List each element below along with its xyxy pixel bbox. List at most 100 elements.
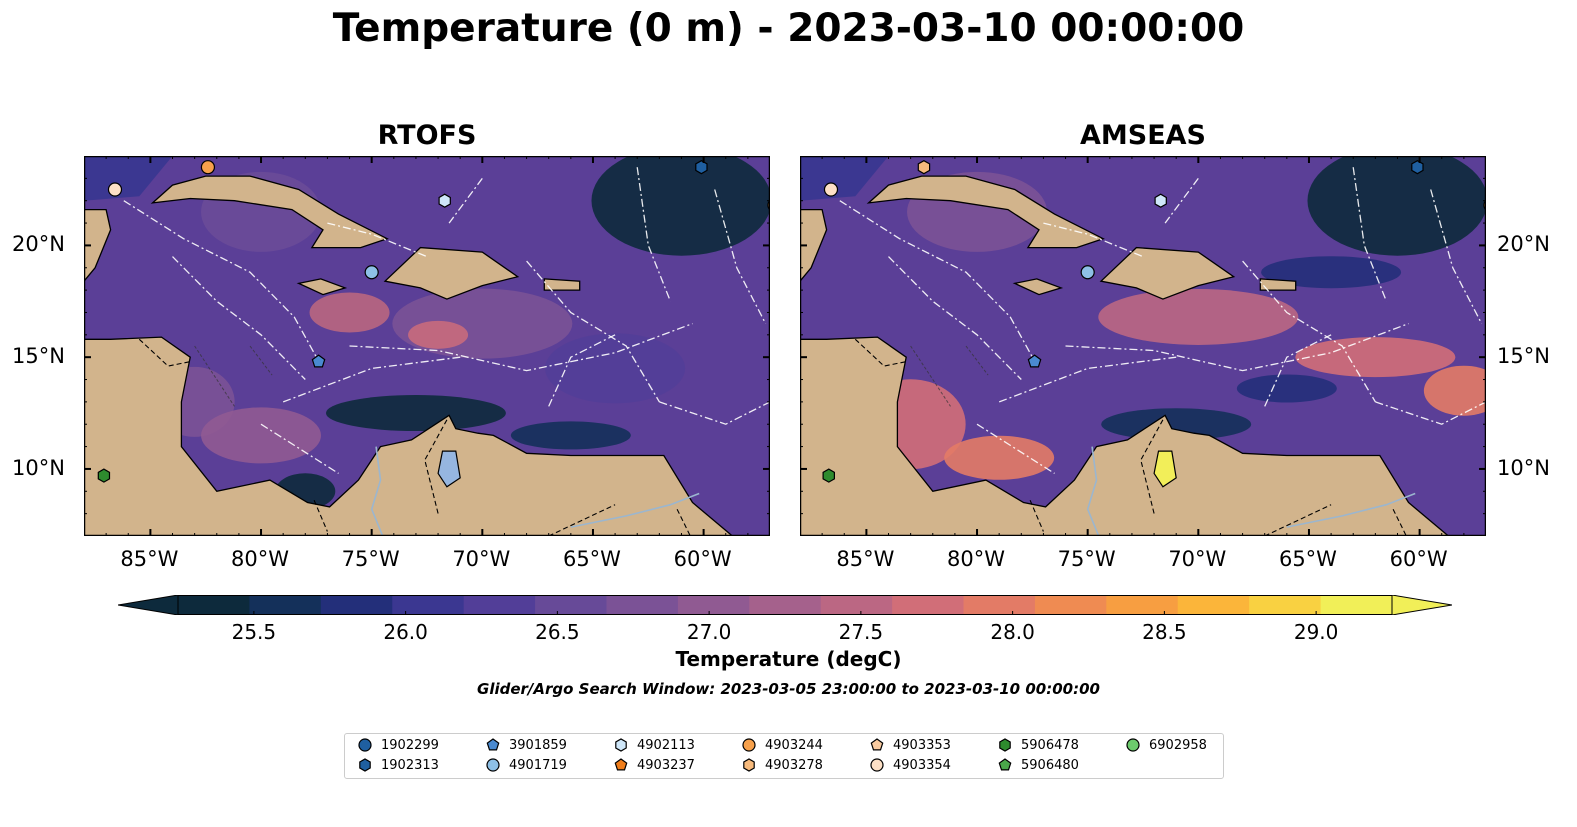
float-marker-3901859[interactable] (1027, 354, 1042, 368)
colorbar-outline (177, 595, 1393, 615)
country-border (676, 508, 691, 536)
colorbar-bin (606, 595, 679, 615)
colorbar-bin (392, 595, 465, 615)
sst-field-patch (591, 156, 770, 256)
float-marker-1902313[interactable] (695, 160, 708, 175)
colorbar-bin (249, 595, 322, 615)
eez-boundary (839, 200, 1033, 358)
legend-label: 1902313 (381, 757, 439, 773)
landmass (1012, 278, 1064, 296)
colorbar-bin (535, 595, 608, 615)
lake-maracaibo (1153, 450, 1177, 488)
river (1086, 446, 1100, 536)
country-border (424, 419, 448, 514)
colorbar-bin (892, 595, 965, 615)
legend-label: 5906480 (1021, 757, 1079, 773)
legend-marker-hexagon[interactable] (999, 738, 1011, 752)
map-frame (800, 156, 1486, 536)
search-window-text: Glider/Argo Search Window: 2023-03-05 23… (477, 680, 1100, 698)
legend-marker-pentagon[interactable] (486, 738, 500, 751)
map-rtofs[interactable] (84, 156, 770, 536)
legend-item: 4903237 (613, 756, 695, 774)
colorbar-bin (1106, 595, 1179, 615)
float-marker-5906478[interactable] (822, 468, 836, 483)
colorbar-bin (963, 595, 1036, 615)
sst-field-patch (510, 421, 631, 450)
lon-label: 60°W (1389, 547, 1448, 571)
eez-boundary (659, 401, 770, 425)
eez-boundary (123, 200, 317, 358)
yucatan-landmass (800, 208, 828, 283)
float-marker-5906478[interactable] (97, 468, 111, 483)
float-marker-4901719[interactable] (364, 265, 379, 280)
colorbar-tick-label: 28.0 (990, 620, 1035, 644)
legend-item: 4903354 (869, 756, 951, 774)
eez-boundary (327, 222, 428, 258)
lat-label: 20°N (1497, 232, 1550, 257)
colorbar-bin (1320, 595, 1393, 615)
lon-label: 70°W (452, 547, 511, 571)
legend-label: 1902299 (381, 737, 439, 753)
legend-label: 4903353 (893, 737, 951, 753)
depth-contour (910, 345, 951, 407)
legend-marker-hexagon[interactable] (615, 738, 627, 752)
lon-label: 80°W (947, 547, 1006, 571)
landmass (1259, 278, 1297, 291)
country-border (1392, 508, 1407, 536)
eez-boundary (636, 167, 672, 302)
legend-marker-circle[interactable] (486, 758, 500, 772)
panel-title-rtofs: RTOFS (377, 120, 477, 151)
river (1286, 492, 1416, 528)
sst-field-patch (325, 395, 506, 432)
depth-contour (194, 345, 235, 407)
legend-item: 1902313 (357, 756, 439, 774)
float-marker-4903354[interactable] (823, 182, 839, 197)
float-marker-4901719[interactable] (1080, 265, 1095, 280)
legend-marker-circle[interactable] (1126, 738, 1140, 752)
legend-marker-circle[interactable] (870, 758, 884, 772)
map-amseas[interactable] (800, 156, 1486, 536)
legend-marker-pentagon[interactable] (998, 758, 1012, 771)
colorbar-tick-label: 26.0 (383, 620, 428, 644)
sst-field-patch (392, 288, 573, 359)
eez-boundary (260, 423, 339, 474)
lat-label: 10°N (12, 455, 65, 480)
colorbar-bin (749, 595, 822, 615)
sst-field-patch (1236, 374, 1337, 403)
lat-label: 20°N (12, 232, 65, 257)
legend-label: 4903278 (765, 757, 823, 773)
legend-marker-hexagon[interactable] (743, 758, 755, 772)
lat-label: 15°N (12, 344, 65, 369)
legend-label: 3901859 (509, 737, 567, 753)
colorbar-bin (1034, 595, 1107, 615)
landmass (800, 156, 1450, 536)
lake-maracaibo (437, 450, 461, 488)
float-marker-4903354[interactable] (107, 182, 123, 197)
legend-marker-pentagon[interactable] (614, 758, 628, 771)
float-marker-4902113[interactable] (438, 193, 451, 208)
lon-label: 85°W (836, 547, 895, 571)
legend-marker-circle[interactable] (358, 738, 372, 752)
eez-boundary (714, 189, 767, 324)
gulf-water (84, 156, 173, 201)
landmass (1099, 246, 1236, 300)
legend-label: 4903354 (893, 757, 951, 773)
legend-label: 6902958 (1149, 737, 1207, 753)
eez-boundary (1264, 334, 1332, 407)
legend-marker-pentagon[interactable] (870, 738, 884, 751)
legend-marker-circle[interactable] (742, 738, 756, 752)
landmass (543, 278, 581, 291)
eez-boundary (548, 334, 616, 407)
float-marker-1902313[interactable] (1411, 160, 1424, 175)
float-marker-3901859[interactable] (311, 354, 326, 368)
float-marker-4902113[interactable] (1154, 193, 1167, 208)
float-marker-4903278[interactable] (917, 160, 931, 175)
depth-contour (965, 345, 989, 376)
landmass (296, 278, 348, 296)
sst-field-patch (545, 333, 686, 404)
float-marker-4903244[interactable] (200, 160, 216, 175)
depth-contour (249, 345, 273, 376)
legend-label: 4903244 (765, 737, 823, 753)
legend-item: 4903278 (741, 756, 823, 774)
legend-marker-hexagon[interactable] (359, 758, 371, 772)
